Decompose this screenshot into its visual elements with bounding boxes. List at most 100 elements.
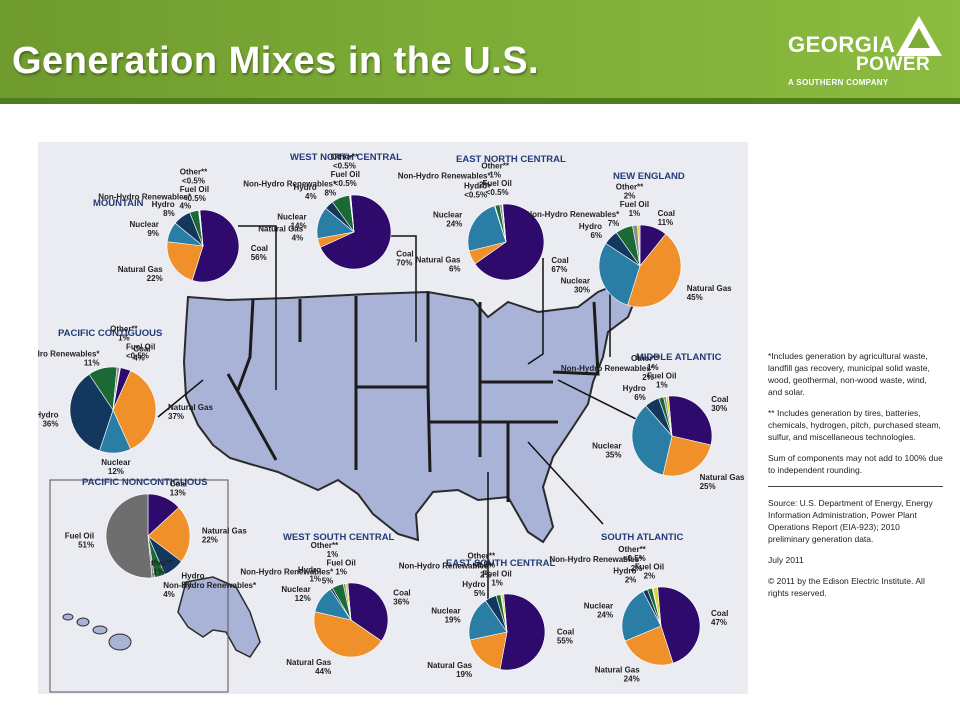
pie-label: Fuel Oil <0.5%	[180, 185, 209, 203]
leader-lines	[157, 225, 639, 634]
pie-slice-coal	[499, 593, 546, 671]
pie-slice-coal	[191, 209, 240, 283]
pie-label: Non-Hydro Renewables* 2%	[398, 171, 492, 189]
pie-slice-coal	[474, 203, 545, 281]
pie-slice-fuel-oil	[105, 493, 153, 579]
copyright-note: © 2011 by the Edison Electric Institute.…	[768, 576, 925, 598]
pie-label: Natural Gas 6%	[416, 256, 461, 274]
pie-slice-coal	[657, 586, 701, 664]
header-banner	[0, 0, 960, 98]
pie-slice-natural-gas	[112, 370, 157, 450]
pie-label: Fuel Oil 2%	[635, 563, 664, 581]
pie-label: Natural Gas 24%	[595, 665, 640, 683]
pie-label: Coal 30%	[711, 395, 728, 413]
pie-label: Fuel Oil 1%	[620, 200, 649, 218]
pie-label: Non-Hydro Renewables* 2%	[549, 555, 643, 573]
pie-west-south-central: WEST SOUTH CENTRAL Coal 36% Natural Gas 44% N…	[240, 532, 410, 676]
region-title-mountain: MOUNTAIN	[93, 198, 144, 209]
pie-label: Natural Gas 22%	[118, 265, 163, 283]
pie-label: Hydro 5%	[462, 580, 485, 598]
footnotes: *Includes generation by agricultural was…	[768, 350, 943, 608]
pie-slice-hydro	[69, 373, 114, 452]
pie-slice-nuclear	[631, 405, 673, 476]
region-title-new-england: NEW ENGLAND	[613, 171, 685, 182]
pie-label: Other** 1%	[145, 559, 173, 577]
pie-label: Fuel Oil <0.5%	[331, 170, 360, 188]
pie-label: Coal 56%	[251, 244, 268, 262]
footnote-renewables: *Includes generation by agricultural was…	[768, 351, 930, 397]
region-title-west-north-central: WEST NORTH CENTRAL	[290, 152, 402, 163]
pie-label: Other** <0.5%	[331, 152, 359, 170]
pie-slice-fuel-oil	[349, 194, 355, 233]
pie-label: Non-Hydro Renewables* 2%	[399, 561, 493, 579]
pie-label: Other** <0.5%	[468, 552, 496, 570]
region-title-east-south-central: EAST SOUTH CENTRAL	[446, 558, 555, 569]
pie-label: Coal 4%	[133, 344, 150, 362]
logo-line-1: GEORGIA	[788, 32, 896, 57]
footnote-rounding: Sum of components may not add to 100% du…	[768, 453, 943, 475]
pie-label: Other** 1%	[631, 354, 659, 372]
pie-label: Non-Hydro Renewables* 8%	[243, 179, 337, 197]
pie-west-north-central: WEST NORTH CENTRAL Coal 70% Natural Gas 4%Nu…	[243, 152, 414, 270]
pie-label: Fuel Oil <0.5%	[126, 343, 155, 361]
alaska-map	[177, 576, 261, 658]
pie-label: Non-Hydro Renewables* 2%	[561, 364, 655, 382]
pie-east-north-central: EAST NORTH CENTRAL Coal 67% Natural Gas 6% Nu…	[398, 154, 569, 281]
company-logo: GEORGIA POWER A SOUTHERN COMPANY	[782, 14, 952, 92]
pacific-noncontiguous-frame	[49, 479, 229, 693]
pie-label: Other** 1%	[110, 324, 138, 342]
pie-label: Other** 2%	[616, 182, 644, 200]
pie-slice-natural-gas	[624, 625, 674, 666]
pie-label: Fuel Oil 1%	[647, 371, 676, 389]
region-boundaries	[226, 292, 600, 502]
pie-label: Non-Hydro Renewables* 4%	[163, 581, 257, 599]
pie-slice-natural-gas	[166, 241, 204, 281]
pie-label: Natural Gas 45%	[687, 284, 732, 302]
pie-label: Hydro 6%	[579, 222, 602, 240]
pie-south-atlantic: SOUTH ATLANTIC Coal 47% Natural Gas 24% Nucle…	[549, 532, 728, 683]
region-title-pacific-noncontiguous: PACIFIC NONCONTIGUOUS	[82, 477, 207, 488]
pie-slice-nuclear	[468, 600, 508, 641]
pie-label: Nuclear 14%	[277, 212, 306, 230]
region-title-west-south-central: WEST SOUTH CENTRAL	[283, 532, 395, 543]
pie-slice-fuel-oil	[501, 203, 507, 243]
pie-label: Nuclear 24%	[584, 602, 613, 620]
pie-label: Nuclear 24%	[433, 211, 462, 229]
us-map-with-pies: MOUNTAIN Coal 56% Natural Gas 22% Nuclear 9% Hy…	[38, 152, 745, 693]
pie-label: Natural Gas 19%	[427, 661, 472, 679]
pie-slice-fuel-oil	[652, 586, 662, 627]
pie-label: Nuclear 9%	[130, 220, 159, 238]
hawaii-map	[62, 613, 132, 651]
pie-label: Hydro 4%	[293, 183, 316, 201]
pie-label: Fuel Oil 1%	[327, 558, 356, 576]
source-note: Source: U.S. Department of Energy, Energ…	[768, 498, 933, 544]
pie-label: Coal 70%	[396, 250, 413, 268]
pie-slice-natural-gas	[469, 631, 508, 670]
pie-slice-fuel-oil	[345, 582, 352, 621]
pie-label: Coal 55%	[557, 627, 574, 645]
logo-line-2: POWER	[856, 54, 931, 75]
pie-label: Coal 13%	[170, 480, 187, 498]
logo-mountain-icon	[896, 16, 942, 56]
pie-slice-nuclear	[467, 205, 507, 252]
pie-pacific-contiguous: PACIFIC CONTIGUOUS Coal 4% Natural Gas 37% Nu…	[38, 324, 213, 476]
region-title-south-atlantic: SOUTH ATLANTIC	[601, 532, 683, 543]
pie-label: Natural Gas 25%	[700, 473, 745, 491]
pie-label: Natural Gas 37%	[168, 403, 213, 421]
date-note: July 2011	[768, 555, 804, 565]
pie-label: Nuclear 30%	[561, 277, 590, 295]
pie-label: Other** 1%	[311, 541, 339, 559]
generation-mix-figure: MOUNTAIN Coal 56% Natural Gas 22% Nuclear 9% Hy…	[38, 142, 748, 694]
pie-label: Hydro 8%	[152, 200, 175, 218]
pie-label: Hydro 36%	[38, 410, 59, 428]
slide-title: Generation Mixes in the U.S.	[12, 40, 540, 82]
pie-label: Coal 11%	[658, 209, 675, 227]
region-title-pacific-contiguous: PACIFIC CONTIGUOUS	[58, 328, 162, 339]
pie-label: Non-Hydro Renewables* 4%	[98, 193, 192, 211]
pie-slice-coal	[319, 194, 392, 270]
pie-slice-fuel-oil	[112, 367, 121, 411]
pie-slice-natural-gas	[627, 233, 682, 308]
pie-label: Fuel Oil 1%	[482, 569, 511, 587]
pie-slice-fuel-oil	[501, 593, 508, 633]
